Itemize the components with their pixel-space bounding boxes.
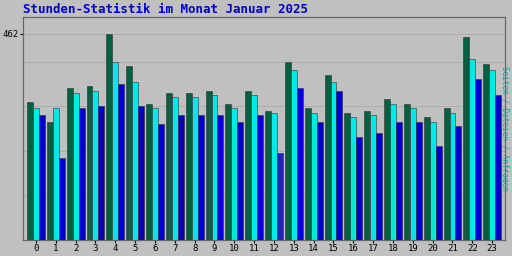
Bar: [47, 122, 53, 240]
Bar: [132, 82, 138, 240]
Bar: [218, 115, 223, 240]
Bar: [27, 102, 33, 240]
Bar: [305, 109, 311, 240]
Bar: [364, 111, 370, 240]
Bar: [489, 70, 495, 240]
Bar: [231, 109, 237, 240]
Bar: [73, 93, 79, 240]
Bar: [430, 122, 436, 240]
Bar: [483, 64, 489, 240]
Bar: [166, 93, 172, 240]
Bar: [205, 91, 211, 240]
Bar: [98, 106, 104, 240]
Bar: [291, 70, 297, 240]
Bar: [178, 115, 184, 240]
Bar: [265, 111, 271, 240]
Bar: [416, 122, 422, 240]
Bar: [79, 109, 84, 240]
Bar: [93, 91, 98, 240]
Bar: [325, 75, 331, 240]
Bar: [53, 109, 59, 240]
Bar: [186, 93, 191, 240]
Bar: [126, 66, 132, 240]
Bar: [463, 37, 470, 240]
Bar: [112, 61, 118, 240]
Bar: [158, 124, 164, 240]
Bar: [376, 133, 382, 240]
Bar: [211, 95, 218, 240]
Bar: [245, 91, 251, 240]
Bar: [384, 100, 390, 240]
Bar: [456, 126, 461, 240]
Bar: [436, 146, 441, 240]
Bar: [225, 104, 231, 240]
Bar: [350, 117, 356, 240]
Bar: [424, 117, 430, 240]
Y-axis label: Seiten / Dateien / Anfragen: Seiten / Dateien / Anfragen: [500, 66, 509, 191]
Bar: [370, 115, 376, 240]
Bar: [390, 104, 396, 240]
Bar: [251, 95, 257, 240]
Bar: [87, 86, 93, 240]
Bar: [59, 157, 65, 240]
Bar: [138, 106, 144, 240]
Bar: [345, 113, 350, 240]
Bar: [297, 88, 303, 240]
Bar: [67, 88, 73, 240]
Bar: [316, 122, 323, 240]
Bar: [336, 91, 343, 240]
Bar: [33, 109, 39, 240]
Bar: [172, 97, 178, 240]
Bar: [237, 122, 243, 240]
Bar: [146, 104, 152, 240]
Bar: [475, 79, 481, 240]
Bar: [285, 61, 291, 240]
Bar: [404, 104, 410, 240]
Bar: [277, 153, 283, 240]
Bar: [495, 95, 501, 240]
Bar: [271, 113, 277, 240]
Bar: [39, 115, 45, 240]
Text: Stunden-Statistik im Monat Januar 2025: Stunden-Statistik im Monat Januar 2025: [23, 3, 308, 16]
Bar: [118, 84, 124, 240]
Bar: [191, 97, 198, 240]
Bar: [443, 109, 450, 240]
Bar: [331, 82, 336, 240]
Bar: [410, 109, 416, 240]
Bar: [470, 59, 475, 240]
Bar: [257, 115, 263, 240]
Bar: [106, 34, 112, 240]
Bar: [450, 113, 456, 240]
Bar: [396, 122, 402, 240]
Bar: [198, 115, 204, 240]
Bar: [356, 137, 362, 240]
Bar: [311, 113, 316, 240]
Bar: [152, 109, 158, 240]
